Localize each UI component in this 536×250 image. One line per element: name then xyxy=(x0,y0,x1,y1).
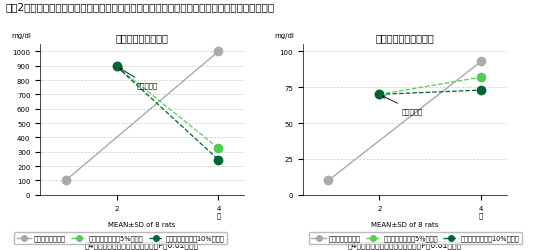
Text: 飼料を変更: 飼料を変更 xyxy=(383,96,423,114)
Text: mg/dl: mg/dl xyxy=(12,33,32,39)
Title: 血中コレステロール: 血中コレステロール xyxy=(116,33,168,43)
Text: 第4週時点において統計的有意差（P＜0.01）あり: 第4週時点において統計的有意差（P＜0.01）あり xyxy=(347,240,462,249)
X-axis label: MEAN±SD of 8 rats: MEAN±SD of 8 rats xyxy=(108,221,176,227)
Legend: クロレラ無添加群, チクゴ株クロレラ5%添加群, チクゴ株クロレラ10%添加群: クロレラ無添加群, チクゴ株クロレラ5%添加群, チクゴ株クロレラ10%添加群 xyxy=(309,232,522,244)
Text: mg/dl: mg/dl xyxy=(274,33,294,39)
Text: 飼料を変更: 飼料を変更 xyxy=(120,69,158,89)
X-axis label: MEAN±SD of 8 rats: MEAN±SD of 8 rats xyxy=(371,221,438,227)
Text: 【図2】高脂血症（脂質異常症）のラットのコレステロール値に及ぼすチクゴ株クロレラの効果: 【図2】高脂血症（脂質異常症）のラットのコレステロール値に及ぼすチクゴ株クロレラ… xyxy=(5,2,274,12)
Title: 肝臓のコレステロール: 肝臓のコレステロール xyxy=(375,33,434,43)
Text: 第4週時点において統計的有意差（P＜0.01）あり: 第4週時点において統計的有意差（P＜0.01）あり xyxy=(85,240,199,249)
Legend: クロレラ無添加群, チクゴ株クロレラ5%添加群, チクゴ株クロレラ10%添加群: クロレラ無添加群, チクゴ株クロレラ5%添加群, チクゴ株クロレラ10%添加群 xyxy=(14,232,227,244)
